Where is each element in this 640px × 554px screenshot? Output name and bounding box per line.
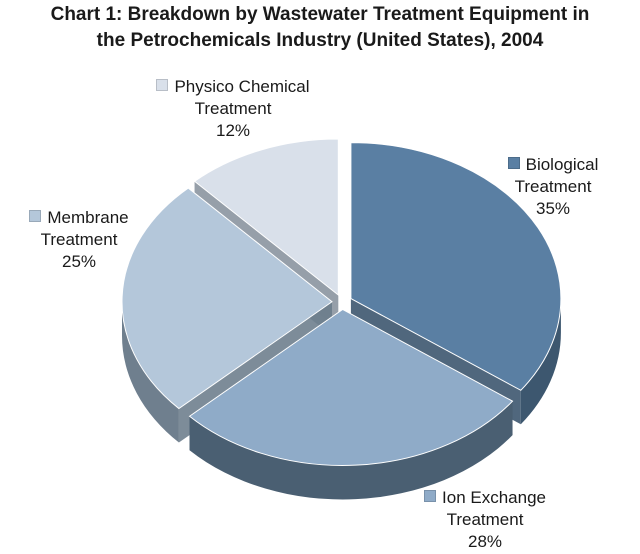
slice-name2-biological: Treatment [514, 177, 592, 196]
label-ion-exchange: Ion Exchange Treatment 28% [395, 487, 575, 553]
label-physico: Physico Chemical Treatment 12% [128, 76, 338, 142]
legend-swatch-biological [507, 157, 520, 169]
slice-physico [193, 138, 339, 297]
slice-side-membrane [122, 301, 179, 443]
label-membrane: Membrane Treatment 25% [4, 207, 154, 273]
slice-pct-ion-exchange: 28% [467, 532, 503, 551]
chart-title: Chart 1: Breakdown by Wastewater Treatme… [0, 2, 640, 54]
legend-swatch-membrane [29, 210, 42, 222]
slice-name2-ion-exchange: Treatment [446, 510, 524, 529]
slice-ion [188, 308, 514, 466]
pie-tops [121, 138, 562, 466]
slice-biological [350, 142, 562, 391]
slice-name-biological: Biological [525, 155, 599, 174]
slice-name-membrane: Membrane [47, 208, 129, 227]
slice-side-ion [189, 401, 513, 500]
label-biological: Biological Treatment 35% [478, 154, 628, 220]
slice-pct-physico: 12% [215, 121, 251, 140]
legend-swatch-ion-exchange [424, 490, 437, 502]
chart-title-line-1: Chart 1: Breakdown by Wastewater Treatme… [50, 4, 590, 25]
chart-title-line-2: the Petrochemicals Industry (United Stat… [96, 30, 544, 51]
slice-side-biological [520, 298, 561, 425]
slice-name2-physico: Treatment [194, 99, 272, 118]
slice-membrane [121, 187, 333, 410]
legend-swatch-physico [156, 79, 169, 91]
slice-pct-biological: 35% [535, 199, 571, 218]
slice-pct-membrane: 25% [61, 252, 97, 271]
slice-name-ion-exchange: Ion Exchange [442, 488, 546, 507]
slice-name2-membrane: Treatment [40, 230, 118, 249]
slice-name-physico: Physico Chemical [174, 77, 310, 96]
